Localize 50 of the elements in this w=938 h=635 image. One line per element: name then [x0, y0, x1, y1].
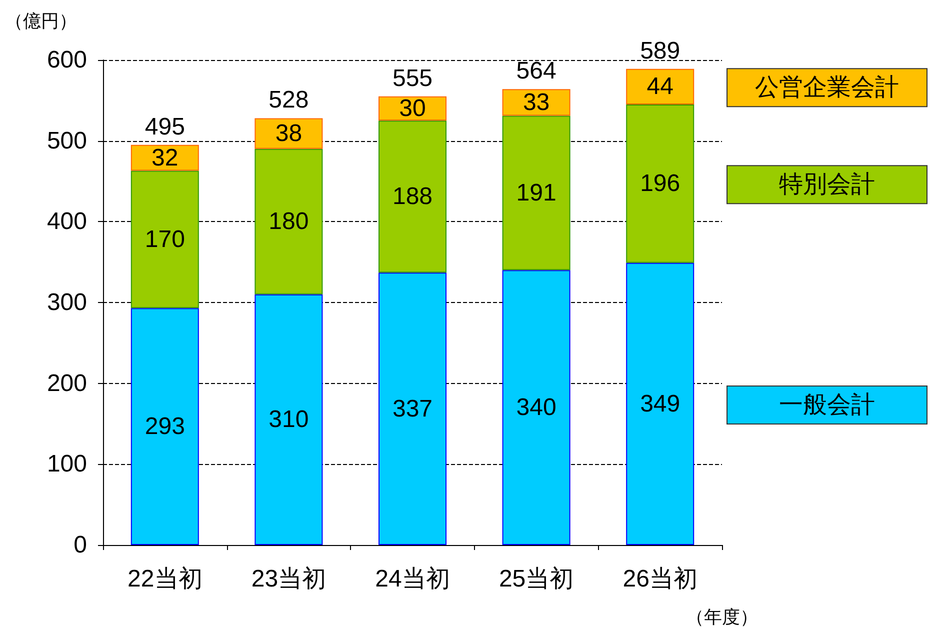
data-label: 32 [152, 144, 178, 172]
total-label: 528 [268, 86, 309, 114]
bar [626, 262, 694, 545]
y-tick-label: 400 [46, 208, 87, 236]
data-label: 191 [516, 179, 556, 206]
data-label: 38 [275, 120, 302, 148]
x-tick-label: 22当初 [128, 566, 202, 592]
bar [130, 170, 199, 308]
data-label: 170 [144, 226, 185, 253]
bar [626, 68, 694, 104]
x-tick-label: 25当初 [498, 566, 574, 592]
y-tick-label: 100 [46, 450, 87, 478]
total-label: 495 [144, 113, 185, 140]
x-axis-title: （年度） [686, 607, 758, 627]
data-label: 293 [144, 413, 185, 440]
x-tick-label: 23当初 [251, 566, 326, 592]
bar [254, 148, 323, 294]
total-label: 564 [516, 58, 556, 85]
data-label: 33 [522, 88, 550, 116]
x-tick-label: 24当初 [375, 566, 450, 592]
bar [502, 270, 570, 545]
bar [130, 308, 199, 545]
y-tick-label: 600 [46, 46, 87, 74]
data-label: 310 [268, 406, 309, 434]
y-axis-title: （億円） [5, 11, 77, 31]
bar [378, 272, 446, 545]
text: 特別会計 [779, 171, 875, 198]
data-label: 340 [516, 394, 556, 422]
data-label: 349 [640, 390, 680, 418]
text: 一般会計 [779, 391, 875, 418]
y-tick-label: 0 [74, 532, 87, 558]
text: 公営企業会計 [755, 74, 899, 102]
y-tick-label: 200 [46, 370, 87, 397]
data-label: 337 [392, 395, 433, 422]
bar [626, 104, 694, 263]
x-tick-label: 26当初 [622, 566, 698, 592]
y-tick-label: 300 [46, 289, 87, 316]
data-label: 30 [399, 95, 426, 122]
data-label: 180 [268, 208, 309, 236]
data-label: 188 [392, 183, 433, 210]
bar [502, 116, 570, 270]
bar [502, 89, 570, 116]
data-label: 196 [640, 170, 680, 198]
bar [254, 294, 323, 545]
bar [254, 118, 323, 149]
y-tick-label: 500 [46, 127, 87, 154]
total-label: 555 [392, 64, 433, 92]
data-label: 44 [646, 73, 674, 100]
total-label: 589 [640, 37, 680, 64]
bar [378, 120, 446, 273]
